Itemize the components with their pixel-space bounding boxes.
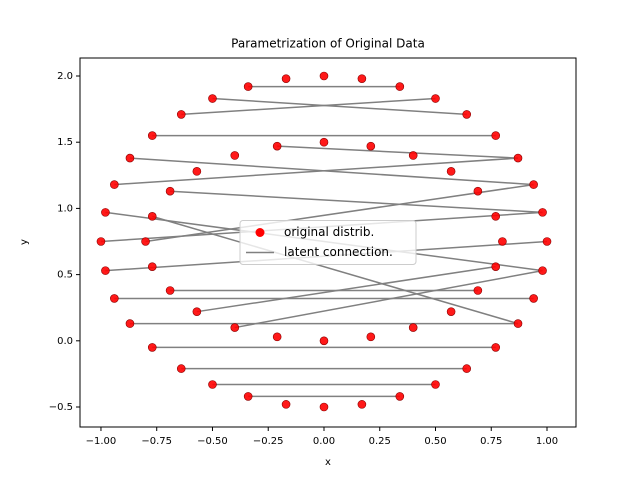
point	[230, 151, 240, 160]
point	[141, 237, 150, 246]
point	[208, 380, 217, 389]
point	[243, 82, 253, 91]
point	[192, 167, 202, 176]
point	[272, 141, 282, 151]
x-tick-label: −1.00	[86, 436, 117, 447]
legend-marker	[255, 228, 265, 237]
y-tick-label: 0.5	[57, 270, 73, 281]
y-tick-label: 0.0	[57, 336, 73, 347]
latent-connection	[212, 97, 467, 116]
point	[110, 180, 119, 189]
point	[395, 392, 405, 401]
y-tick-label: 1.0	[57, 203, 73, 214]
point	[147, 131, 157, 140]
point	[408, 323, 418, 332]
y-tick-label: 1.5	[57, 137, 73, 148]
y-tick-label: −0.5	[49, 402, 73, 413]
x-tick-label: 0.00	[313, 436, 335, 447]
legend-label: latent connection.	[284, 245, 393, 259]
chart-title: Parametrization of Original Data	[231, 37, 425, 51]
point	[243, 392, 253, 401]
latent-connection	[277, 145, 519, 159]
point	[125, 153, 135, 163]
latent-connection	[234, 269, 543, 329]
point	[147, 262, 157, 271]
point	[395, 82, 405, 91]
point	[473, 286, 483, 295]
point	[513, 319, 523, 328]
point	[529, 294, 538, 303]
latent-connection	[152, 215, 519, 325]
x-tick-label: 1.00	[536, 436, 558, 447]
point	[281, 74, 291, 83]
point	[208, 94, 217, 103]
point	[230, 323, 240, 332]
latent-connection	[170, 190, 543, 214]
point	[366, 332, 376, 342]
latent-connection	[145, 183, 534, 243]
point	[176, 110, 186, 119]
point	[491, 212, 501, 221]
point	[491, 343, 501, 352]
point	[431, 94, 440, 103]
point	[462, 364, 472, 373]
point	[147, 343, 157, 352]
point	[176, 364, 186, 373]
point	[165, 186, 175, 196]
point	[357, 74, 367, 83]
point	[96, 237, 106, 246]
point	[513, 153, 523, 163]
point	[357, 400, 367, 409]
point	[529, 180, 538, 189]
point	[366, 141, 376, 151]
point	[542, 237, 552, 246]
point	[319, 336, 329, 346]
point	[165, 286, 175, 295]
point	[491, 131, 501, 140]
point	[110, 294, 119, 303]
x-tick-label: −0.75	[141, 436, 172, 447]
legend-label: original distrib.	[284, 225, 374, 239]
x-tick-label: 0.50	[424, 436, 446, 447]
point	[125, 319, 135, 328]
latent-connection	[181, 97, 436, 116]
point	[498, 237, 507, 246]
point	[491, 262, 501, 271]
latent-connection	[114, 157, 519, 186]
point	[147, 212, 157, 221]
point	[281, 400, 291, 409]
legend-box	[239, 220, 417, 265]
point	[446, 307, 456, 316]
legend: original distrib. latent connection.	[239, 220, 417, 265]
point	[319, 402, 329, 412]
point	[462, 110, 472, 119]
point	[446, 167, 456, 176]
x-axis-label: x	[325, 457, 331, 468]
point	[538, 208, 547, 217]
point	[101, 208, 110, 217]
point	[319, 137, 329, 147]
latent-connection	[196, 265, 496, 313]
x-tick-label: 0.25	[369, 436, 391, 447]
point	[473, 186, 483, 196]
x-tick-label: −0.50	[197, 436, 228, 447]
y-tick-label: 2.0	[57, 71, 73, 82]
axes-frame	[79, 57, 577, 428]
point	[431, 380, 440, 389]
x-tick-label: −0.25	[253, 436, 284, 447]
point	[272, 332, 282, 342]
point	[101, 266, 110, 275]
point	[192, 307, 202, 316]
y-axis-label: y	[19, 239, 30, 245]
point	[408, 151, 418, 160]
x-tick-label: 0.75	[480, 436, 502, 447]
point	[319, 71, 329, 81]
plot-area: −1.00 −0.75 −0.50 −0.25 0.00 0.25 0.50 0.75 1.00…	[49, 57, 577, 447]
latent-connection	[129, 157, 534, 186]
point	[538, 266, 547, 275]
